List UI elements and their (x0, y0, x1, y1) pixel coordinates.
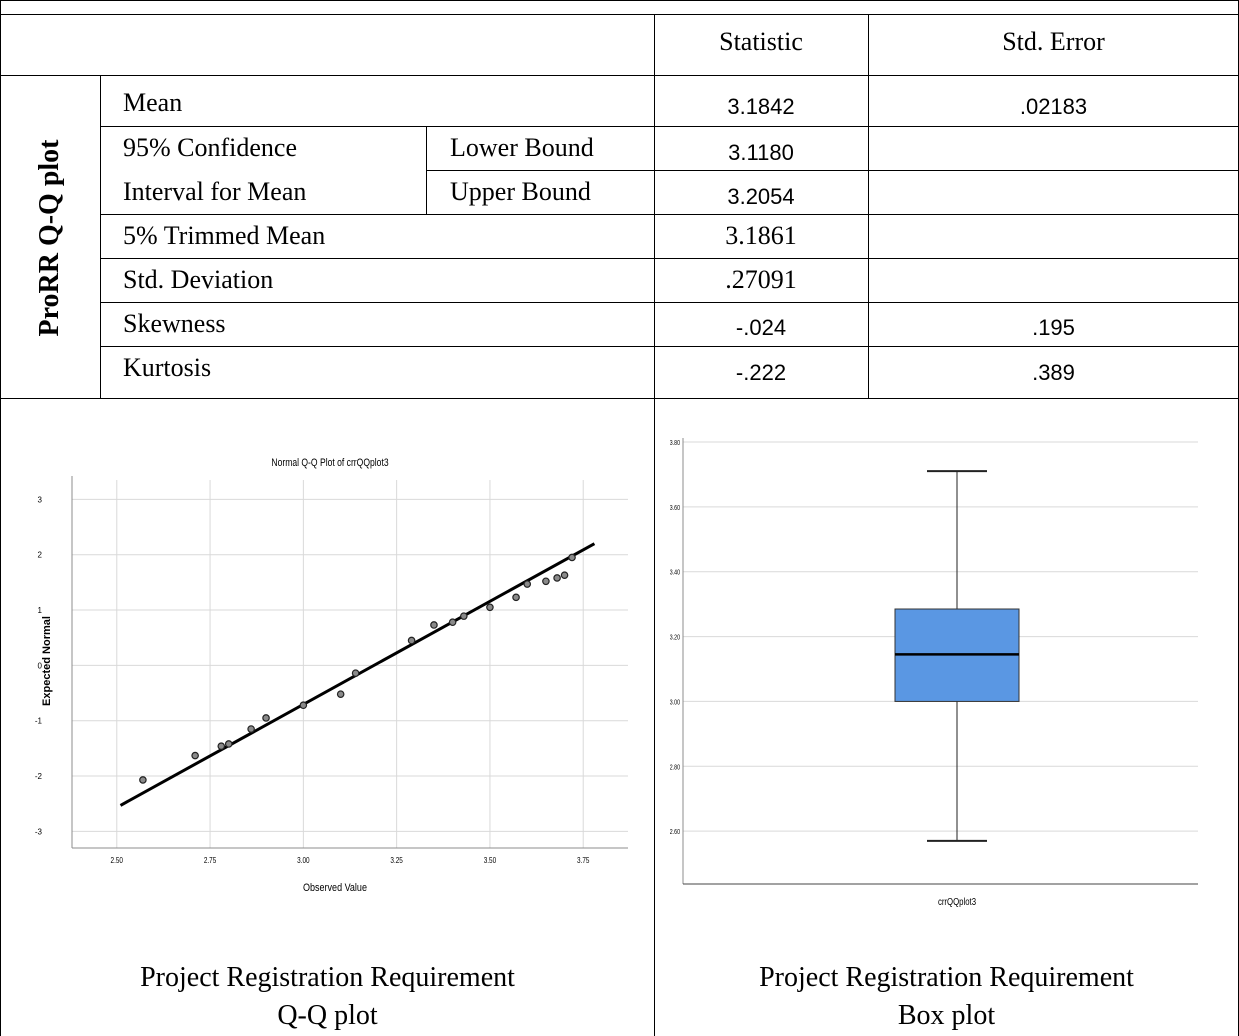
qq-y-tick-label: 3 (38, 495, 43, 504)
trimmed-mean-label: 5% Trimmed Mean (123, 221, 326, 250)
group-column-border (100, 75, 101, 398)
qq-data-point (336, 690, 345, 698)
qq-data-point (553, 574, 561, 582)
qq-caption-line1: Project Registration Requirement (140, 962, 515, 993)
lower-bound-statistic: 3.1180 (728, 140, 794, 165)
qq-data-point (262, 714, 270, 722)
qq-data-point (460, 612, 468, 620)
row-border (426, 170, 1239, 171)
std-deviation-label: Std. Deviation (123, 265, 274, 294)
box-y-tick-label: 3.60 (670, 504, 681, 512)
box-y-tick-label: 3.80 (670, 439, 681, 447)
box-y-tick-label: 3.00 (670, 699, 681, 707)
qq-y-tick-label: -2 (35, 772, 43, 781)
row-border (100, 258, 1239, 259)
kurtosis-std-error: .389 (1032, 360, 1075, 385)
ci-column-border (426, 126, 427, 214)
box-caption-line2: Box plot (897, 1000, 996, 1031)
ci-label-line2: Interval for Mean (123, 177, 307, 206)
qq-y-tick-label: -1 (35, 717, 43, 726)
box-caption-line1: Project Registration Requirement (759, 962, 1134, 993)
qq-x-tick-label: 3.50 (484, 855, 496, 865)
qq-data-point (407, 636, 416, 645)
qq-chart-title: Normal Q-Q Plot of crrQQplot3 (271, 457, 389, 469)
qq-data-point (191, 751, 199, 760)
qq-y-tick-label: -3 (35, 827, 43, 836)
stderror-column-border (868, 14, 869, 398)
qq-data-point (486, 603, 494, 612)
std-deviation-statistic: .27091 (725, 265, 797, 294)
header-bottom-border (0, 75, 1239, 76)
qq-data-point (568, 553, 576, 562)
qq-data-point (351, 669, 360, 677)
row-border (100, 214, 1239, 215)
mean-label: Mean (123, 88, 183, 117)
table-top-border (0, 0, 1239, 1)
qq-plot-caption: Project Registration Requirement Q-Q plo… (1, 959, 654, 1035)
box-plot-chart: crrQQplot3 3.80 3.60 3.40 3.20 3.00 2.80 2.60 (670, 438, 1198, 907)
skewness-label: Skewness (123, 309, 226, 338)
box-y-tick-label: 3.20 (670, 634, 681, 642)
qq-data-point (523, 580, 532, 588)
qq-data-point (247, 725, 255, 733)
qq-data-point (512, 593, 520, 602)
qq-x-tick-label: 3.00 (297, 855, 309, 865)
qq-plot-chart: Normal Q-Q Plot of crrQQplot3 Observed V… (35, 457, 628, 894)
box-plot-caption: Project Registration Requirement Box plo… (655, 959, 1238, 1035)
left-border (0, 0, 1, 1036)
qq-x-tick-label: 2.75 (204, 855, 216, 865)
qq-x-axis-label: Observed Value (303, 882, 367, 894)
qq-y-tick-label: 1 (38, 606, 43, 615)
lower-bound-label: Lower Bound (450, 133, 594, 162)
mean-statistic: 3.1842 (727, 94, 795, 119)
qq-data-point (224, 740, 233, 748)
table-bottom-border (0, 398, 1239, 399)
ci-label-line1: 95% Confidence (123, 133, 298, 162)
upper-bound-label: Upper Bound (450, 177, 591, 206)
row-border (100, 346, 1239, 347)
qq-y-tick-label: 2 (38, 551, 43, 560)
row-group-label: ProRR Q-Q plot (34, 139, 65, 337)
skewness-statistic: -.024 (735, 315, 787, 340)
skewness-std-error: .195 (1032, 315, 1075, 340)
qq-data-point (430, 621, 438, 629)
qq-data-point (560, 571, 569, 579)
qq-x-tick-label: 3.25 (390, 855, 402, 865)
qq-y-axis-label: Expected Normal (41, 616, 53, 706)
qq-data-point (448, 618, 457, 627)
box-y-tick-label: 2.80 (670, 764, 681, 772)
table-border (0, 14, 1239, 15)
row-border (100, 126, 1239, 127)
header-statistic: Statistic (719, 27, 803, 56)
statistic-column-border (654, 14, 655, 1036)
box-category-label: crrQQplot3 (938, 896, 976, 907)
row-border (100, 302, 1239, 303)
qq-caption-line2: Q-Q plot (277, 1000, 378, 1031)
qq-y-tick-label: 0 (38, 661, 43, 670)
qq-x-tick-label: 2.50 (111, 855, 123, 865)
qq-data-point (299, 701, 308, 710)
qq-data-point (542, 577, 550, 586)
header-std-error: Std. Error (1002, 27, 1105, 56)
qq-data-point (217, 742, 226, 750)
trimmed-mean-statistic: 3.1861 (725, 221, 797, 250)
qq-data-point (139, 776, 147, 784)
qq-x-tick-label: 3.75 (577, 855, 589, 865)
mean-std-error: .02183 (1019, 94, 1088, 119)
kurtosis-label: Kurtosis (123, 353, 212, 382)
kurtosis-statistic: -.222 (735, 360, 787, 385)
box-y-tick-label: 2.60 (670, 828, 681, 836)
upper-bound-statistic: 3.2054 (727, 184, 795, 209)
box-y-tick-label: 3.40 (670, 569, 681, 577)
